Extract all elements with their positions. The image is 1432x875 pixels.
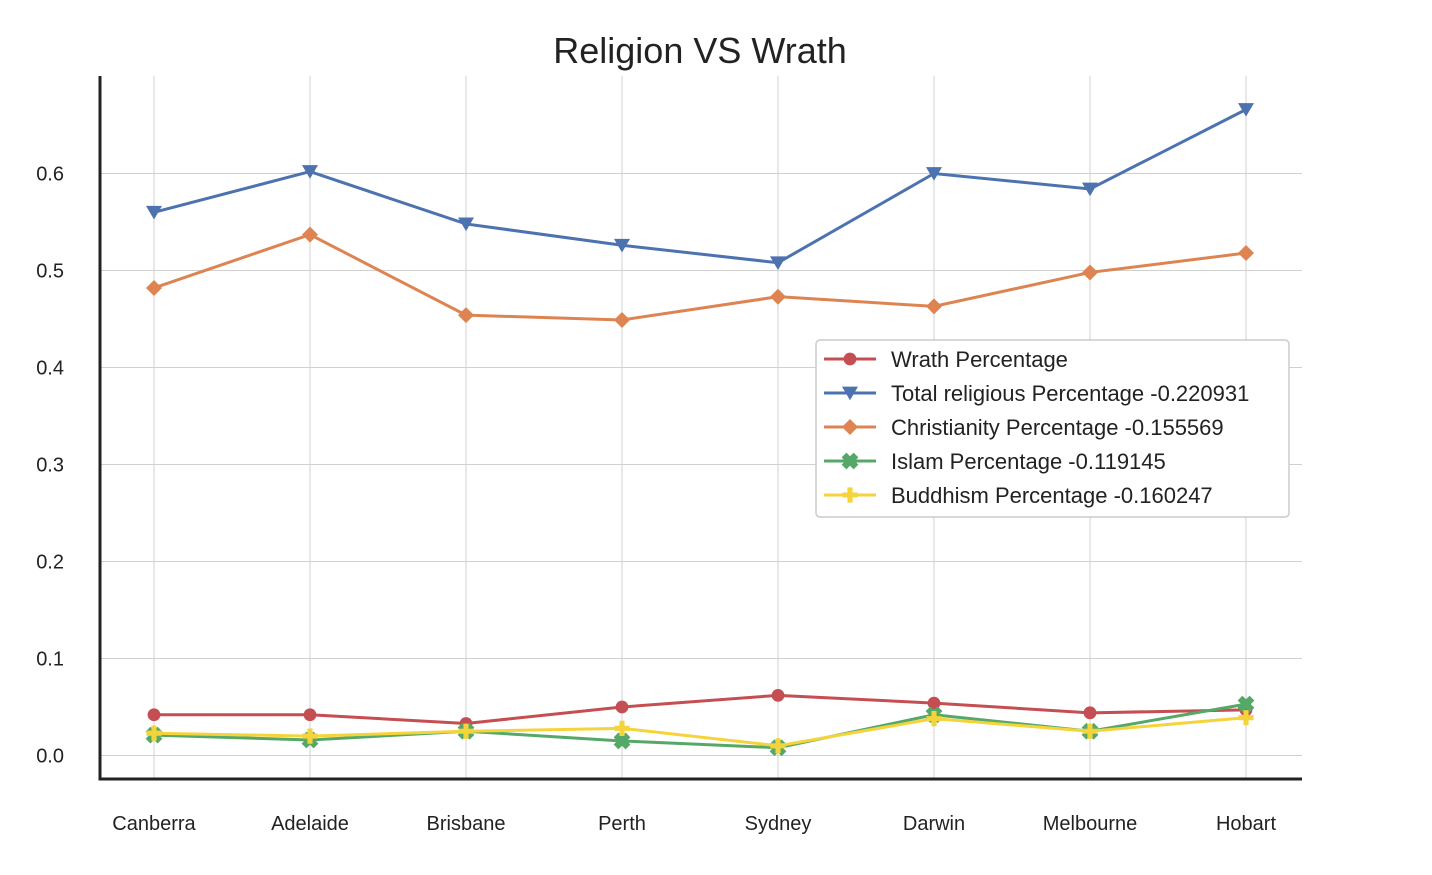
series-3 (146, 226, 1254, 328)
series-line (153, 716, 1247, 748)
y-tick-label: 0.4 (36, 358, 64, 380)
data-point (842, 419, 858, 435)
data-point (614, 720, 630, 736)
series-line (153, 702, 1247, 750)
data-point (1238, 245, 1254, 262)
data-point (770, 256, 786, 270)
x-tick-label: Sydney (745, 813, 812, 835)
legend-label: Christianity Percentage -0.155569 (891, 415, 1224, 440)
data-point (1082, 264, 1098, 281)
legend-item: Wrath Percentage (824, 347, 1068, 372)
legend-item: Christianity Percentage -0.155569 (824, 415, 1224, 440)
data-point (926, 711, 942, 727)
legend-item: Islam Percentage -0.119145 (824, 449, 1166, 474)
legend: Wrath Percentage Total religious Percenta… (815, 339, 1290, 518)
data-point (1083, 706, 1097, 720)
data-point (770, 288, 786, 305)
series-2 (146, 103, 1254, 270)
data-point (302, 728, 318, 744)
x-tick-label: Melbourne (1043, 813, 1138, 835)
data-point (615, 700, 629, 714)
x-tick-label: Brisbane (427, 813, 506, 835)
x-tick-label: Hobart (1216, 813, 1276, 835)
data-point (1237, 695, 1255, 713)
data-point (841, 452, 859, 470)
data-point (843, 352, 857, 366)
legend-label: Islam Percentage -0.119145 (891, 449, 1166, 474)
data-point (458, 217, 474, 232)
y-tick-label: 0.3 (36, 455, 64, 477)
data-point (458, 307, 474, 324)
legend-box (815, 339, 1290, 518)
data-point (842, 386, 858, 401)
series-group (145, 103, 1255, 757)
axes (98, 76, 1302, 781)
legend-item: Total religious Percentage -0.220931 (824, 381, 1249, 406)
y-tick-label: 0.1 (36, 649, 64, 671)
data-point (926, 298, 942, 315)
legend-label: Wrath Percentage (891, 347, 1068, 372)
data-point (1082, 723, 1098, 739)
legend-label: Buddhism Percentage -0.160247 (891, 483, 1213, 508)
data-point (842, 487, 858, 503)
x-tick-label: Adelaide (271, 813, 349, 835)
x-tick-label: Darwin (903, 813, 965, 835)
data-point (147, 708, 161, 722)
data-point (146, 725, 162, 741)
y-tick-label: 0.6 (36, 164, 64, 186)
x-tick-labels: Canberra Adelaide Brisbane Perth Sydney Darwi… (112, 813, 1276, 835)
series-5 (146, 710, 1254, 754)
data-point (1082, 182, 1098, 197)
data-point (614, 311, 630, 328)
series-line (153, 232, 1247, 322)
data-point (1238, 710, 1254, 726)
legend-label: Total religious Percentage -0.220931 (891, 381, 1249, 406)
data-point (302, 226, 318, 243)
data-point (302, 165, 318, 179)
series-line (153, 108, 1247, 265)
legend-item: Buddhism Percentage -0.160247 (824, 483, 1213, 508)
data-point (458, 723, 474, 739)
data-point (926, 167, 942, 181)
data-point (770, 738, 786, 754)
data-point (146, 279, 162, 296)
data-point (927, 696, 941, 710)
y-tick-labels: 0.0 0.1 0.2 0.3 0.4 0.5 0.6 (36, 164, 64, 768)
data-point (771, 688, 785, 702)
data-point (303, 708, 317, 722)
x-tick-label: Perth (598, 813, 646, 835)
data-point (613, 732, 631, 750)
data-point (1238, 103, 1254, 117)
y-tick-label: 0.0 (36, 746, 64, 768)
data-point (146, 205, 162, 220)
y-tick-label: 0.5 (36, 261, 64, 283)
data-point (614, 238, 630, 253)
chart-title: Religion VS Wrath (553, 30, 846, 71)
y-tick-label: 0.2 (36, 552, 64, 574)
x-tick-label: Canberra (112, 813, 196, 835)
series-line (154, 693, 1247, 725)
